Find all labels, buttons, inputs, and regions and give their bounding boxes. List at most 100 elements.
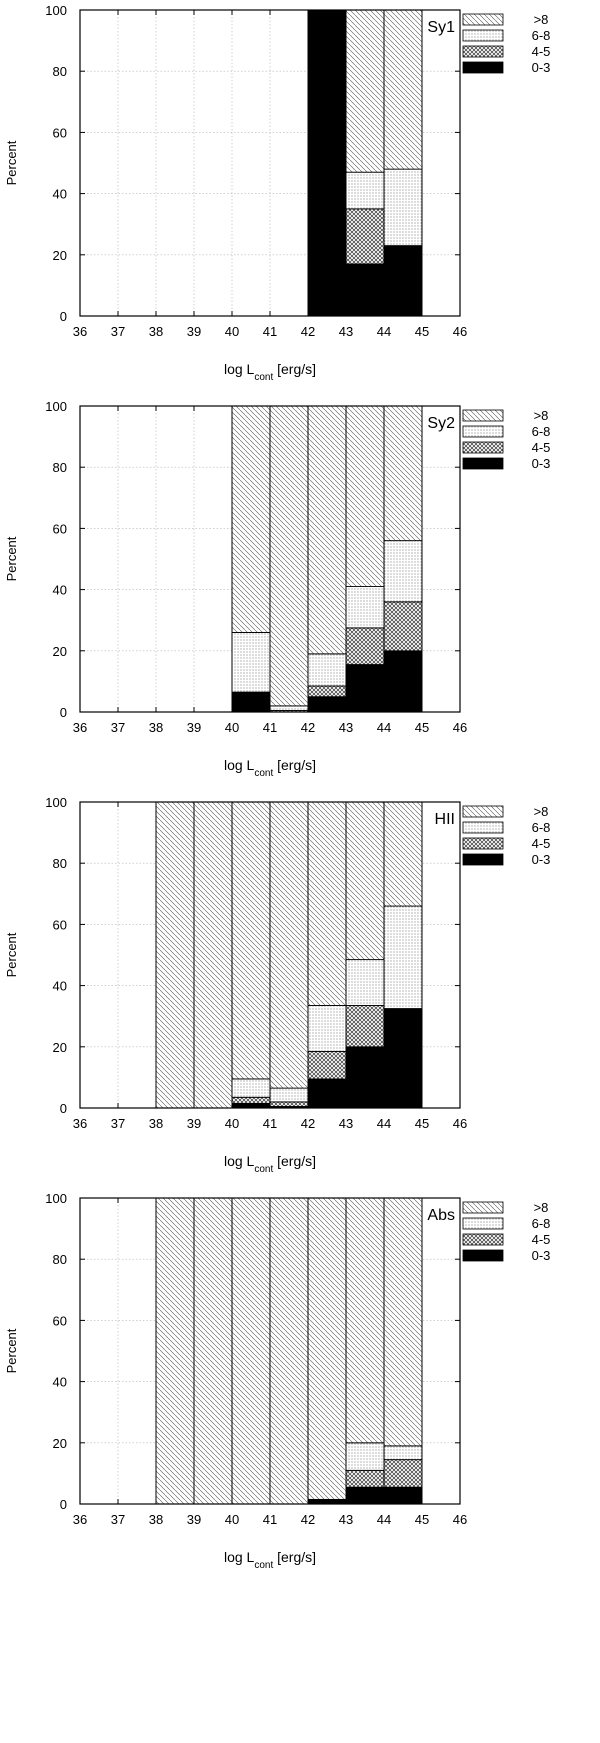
bar-segment-0-3 <box>307 1498 347 1505</box>
bar-segment-6-8 <box>307 1005 347 1052</box>
bar-segment-6-8 <box>383 1445 423 1461</box>
bar-segment-6-8 <box>269 1087 309 1103</box>
panel-label: Abs <box>427 1207 455 1224</box>
bar-segment-0-3 <box>307 9 347 317</box>
x-tick-label: 44 <box>377 720 391 735</box>
x-tick-label: 36 <box>73 1512 87 1527</box>
legend-swatch-6-8 <box>462 1217 504 1230</box>
bar-segment-4-5 <box>269 1101 309 1107</box>
y-tick-label: 80 <box>53 856 67 871</box>
bar-segment-6-8 <box>383 540 423 603</box>
x-tick-label: 40 <box>225 324 239 339</box>
legend-label: 6-8 <box>532 1216 551 1231</box>
y-tick-label: 20 <box>53 248 67 263</box>
bar-segment-4-5 <box>383 1459 423 1488</box>
y-tick-label: 20 <box>53 1436 67 1451</box>
bar-segment-4-5 <box>345 627 385 666</box>
bar-segment->8 <box>345 405 385 587</box>
panel-label: HII <box>435 811 455 828</box>
x-tick-label: 38 <box>149 1512 163 1527</box>
y-tick-label: 0 <box>60 1101 67 1116</box>
y-tick-label: 100 <box>45 795 67 810</box>
x-tick-label: 44 <box>377 1116 391 1131</box>
y-tick-label: 20 <box>53 1040 67 1055</box>
legend-label: 6-8 <box>532 424 551 439</box>
x-axis-label-sub: cont <box>254 1560 273 1571</box>
bar-segment->8 <box>345 801 385 961</box>
x-axis-label-main: log L <box>224 1153 255 1169</box>
x-tick-label: 39 <box>187 1116 201 1131</box>
x-axis-label: log Lcont [erg/s] <box>224 1153 316 1175</box>
panel-Sy2: 36 37 38 39 40 41 42 43 44 45 46 0 20 40 60 80 100 Percen… <box>4 399 550 779</box>
legend-label: 0-3 <box>532 852 551 867</box>
x-tick-label: 43 <box>339 1512 353 1527</box>
x-tick-label: 41 <box>263 324 277 339</box>
bar-segment-0-3 <box>383 1486 423 1505</box>
bar-segment-0-3 <box>307 696 347 713</box>
x-axis-label-unit: [erg/s] <box>273 1549 316 1565</box>
legend-label: >8 <box>534 12 549 27</box>
bar-segment->8 <box>231 1197 271 1505</box>
legend-label: >8 <box>534 408 549 423</box>
bar-segment->8 <box>307 1197 347 1500</box>
x-tick-label: 42 <box>301 720 315 735</box>
legend-label: 0-3 <box>532 1248 551 1263</box>
x-tick-label: 37 <box>111 1116 125 1131</box>
legend-swatch-6-8 <box>462 821 504 834</box>
x-axis-label-unit: [erg/s] <box>273 1153 316 1169</box>
legend-swatch->8 <box>462 13 504 26</box>
x-tick-label: 39 <box>187 720 201 735</box>
x-tick-label: 44 <box>377 324 391 339</box>
bar-segment->8 <box>345 9 385 173</box>
legend-swatch-0-3 <box>462 457 504 470</box>
y-tick-label: 20 <box>53 644 67 659</box>
y-tick-label: 0 <box>60 1497 67 1512</box>
panel-label: Sy2 <box>427 415 455 432</box>
bar-segment->8 <box>155 1197 195 1505</box>
x-tick-label: 39 <box>187 1512 201 1527</box>
bar-segment-0-3 <box>307 1078 347 1109</box>
y-tick-label: 100 <box>45 399 67 414</box>
legend-swatch-4-5 <box>462 1233 504 1246</box>
bar-segment-0-3 <box>383 650 423 713</box>
x-tick-label: 40 <box>225 1512 239 1527</box>
bar-segment-0-3 <box>345 664 385 713</box>
legend-swatch-0-3 <box>462 853 504 866</box>
x-tick-label: 45 <box>415 1116 429 1131</box>
bar-segment-6-8 <box>231 1078 271 1098</box>
legend-swatch-6-8 <box>462 425 504 438</box>
bar-segment->8 <box>155 801 195 1109</box>
bar-segment-6-8 <box>345 959 385 1006</box>
x-tick-label: 42 <box>301 1116 315 1131</box>
bar-segment-0-3 <box>345 1486 385 1505</box>
bar-segment->8 <box>193 801 233 1109</box>
y-axis-label: Percent <box>4 932 19 977</box>
bar-segment-6-8 <box>307 653 347 687</box>
legend-label: 4-5 <box>532 440 551 455</box>
x-tick-label: 36 <box>73 324 87 339</box>
legend-label: 0-3 <box>532 456 551 471</box>
panel-HII: 36 37 38 39 40 41 42 43 44 45 46 0 20 40 60 80 100 Percen… <box>4 795 550 1175</box>
x-tick-label: 46 <box>453 1116 467 1131</box>
bar-segment-4-5 <box>307 685 347 698</box>
x-tick-label: 41 <box>263 720 277 735</box>
x-axis-label-main: log L <box>224 361 255 377</box>
bar-segment->8 <box>383 1197 423 1447</box>
x-tick-label: 36 <box>73 720 87 735</box>
bar-segment-6-8 <box>345 171 385 210</box>
x-tick-label: 37 <box>111 324 125 339</box>
x-tick-label: 42 <box>301 324 315 339</box>
legend-swatch-0-3 <box>462 61 504 74</box>
bar-segment-4-5 <box>307 1050 347 1080</box>
x-tick-label: 45 <box>415 1512 429 1527</box>
bar-segment-6-8 <box>269 705 309 711</box>
x-tick-label: 38 <box>149 324 163 339</box>
legend-swatch->8 <box>462 805 504 818</box>
legend-label: 0-3 <box>532 60 551 75</box>
y-tick-label: 60 <box>53 1313 67 1328</box>
x-tick-label: 44 <box>377 1512 391 1527</box>
bar-segment-4-5 <box>345 1005 385 1048</box>
bar-segment-4-5 <box>345 208 385 265</box>
panel-Sy1: 36 37 38 39 40 41 42 43 44 45 46 0 20 40 60 80 100 Percen… <box>4 3 550 383</box>
x-tick-label: 40 <box>225 720 239 735</box>
